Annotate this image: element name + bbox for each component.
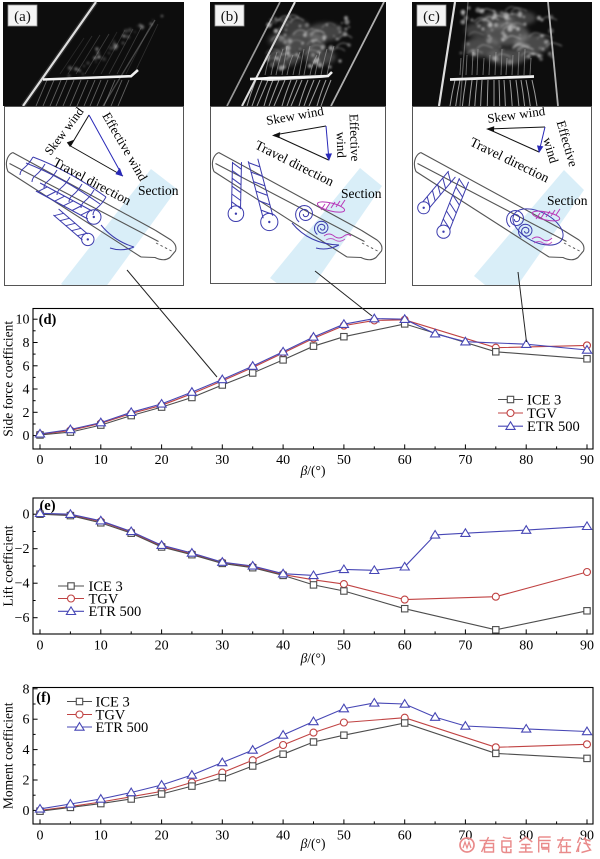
svg-text:−2: −2 bbox=[15, 542, 30, 557]
svg-text:20: 20 bbox=[155, 639, 169, 654]
svg-text:2: 2 bbox=[23, 406, 30, 421]
svg-text:90: 90 bbox=[580, 453, 594, 468]
svg-text:Section: Section bbox=[547, 193, 588, 208]
svg-text:0: 0 bbox=[23, 804, 30, 819]
svg-text:70: 70 bbox=[458, 453, 472, 468]
svg-text:ETR 500: ETR 500 bbox=[96, 720, 149, 736]
svg-text:ICE 3: ICE 3 bbox=[89, 579, 123, 595]
svg-text:70: 70 bbox=[458, 639, 472, 654]
svg-text:wind: wind bbox=[540, 136, 562, 166]
svg-text:(d): (d) bbox=[39, 312, 57, 328]
svg-text:Effective: Effective bbox=[347, 114, 364, 162]
svg-text:2: 2 bbox=[23, 774, 30, 789]
svg-text:60: 60 bbox=[398, 828, 412, 843]
svg-text:40: 40 bbox=[276, 639, 290, 654]
svg-text:ICE 3: ICE 3 bbox=[527, 392, 561, 408]
svg-text:0: 0 bbox=[23, 508, 30, 523]
svg-text:TGV: TGV bbox=[96, 707, 126, 723]
svg-text:20: 20 bbox=[155, 453, 169, 468]
svg-text:(e): (e) bbox=[39, 498, 55, 514]
svg-text:(c): (c) bbox=[423, 9, 440, 25]
svg-text:TGV: TGV bbox=[527, 406, 557, 422]
svg-text:β/(°): β/(°) bbox=[300, 463, 326, 478]
svg-text:30: 30 bbox=[215, 453, 229, 468]
svg-text:(a): (a) bbox=[14, 9, 31, 25]
svg-text:TGV: TGV bbox=[89, 591, 119, 607]
svg-text:40: 40 bbox=[276, 828, 290, 843]
svg-text:(f): (f) bbox=[36, 690, 51, 706]
svg-text:50: 50 bbox=[337, 639, 351, 654]
svg-text:wind: wind bbox=[334, 132, 350, 159]
svg-text:6: 6 bbox=[23, 359, 30, 374]
svg-text:8: 8 bbox=[23, 682, 30, 697]
svg-text:90: 90 bbox=[580, 639, 594, 654]
svg-text:(b): (b) bbox=[221, 9, 239, 25]
svg-text:60: 60 bbox=[398, 453, 412, 468]
svg-text:8: 8 bbox=[23, 336, 30, 351]
svg-text:ETR 500: ETR 500 bbox=[89, 604, 142, 620]
svg-text:40: 40 bbox=[276, 453, 290, 468]
svg-text:Section: Section bbox=[341, 186, 382, 201]
svg-text:0: 0 bbox=[37, 828, 44, 843]
svg-text:20: 20 bbox=[155, 828, 169, 843]
svg-text:−4: −4 bbox=[15, 577, 30, 592]
svg-text:ICE 3: ICE 3 bbox=[96, 694, 130, 710]
svg-text:10: 10 bbox=[94, 453, 108, 468]
svg-text:60: 60 bbox=[398, 639, 412, 654]
svg-text:6: 6 bbox=[23, 713, 30, 728]
svg-text:β/(°): β/(°) bbox=[300, 836, 326, 851]
svg-text:0: 0 bbox=[37, 639, 44, 654]
svg-text:0: 0 bbox=[37, 453, 44, 468]
svg-text:50: 50 bbox=[337, 828, 351, 843]
svg-text:β/(°): β/(°) bbox=[300, 651, 326, 666]
svg-text:90: 90 bbox=[580, 828, 594, 843]
svg-text:Side force coefficient: Side force coefficient bbox=[1, 321, 16, 437]
svg-text:50: 50 bbox=[337, 453, 351, 468]
svg-text:4: 4 bbox=[23, 383, 30, 398]
svg-text:30: 30 bbox=[215, 828, 229, 843]
svg-text:10: 10 bbox=[94, 828, 108, 843]
svg-text:Lift coefficient: Lift coefficient bbox=[1, 525, 16, 606]
svg-text:10: 10 bbox=[16, 313, 30, 328]
svg-text:30: 30 bbox=[215, 639, 229, 654]
svg-text:4: 4 bbox=[23, 743, 30, 758]
svg-text:0: 0 bbox=[23, 429, 30, 444]
svg-text:−6: −6 bbox=[15, 611, 30, 626]
svg-text:Moment coefficient: Moment coefficient bbox=[1, 702, 16, 809]
svg-text:80: 80 bbox=[519, 639, 533, 654]
svg-text:ETR 500: ETR 500 bbox=[527, 419, 580, 435]
svg-text:Section: Section bbox=[138, 183, 179, 198]
svg-text:80: 80 bbox=[519, 453, 533, 468]
svg-text:10: 10 bbox=[94, 639, 108, 654]
